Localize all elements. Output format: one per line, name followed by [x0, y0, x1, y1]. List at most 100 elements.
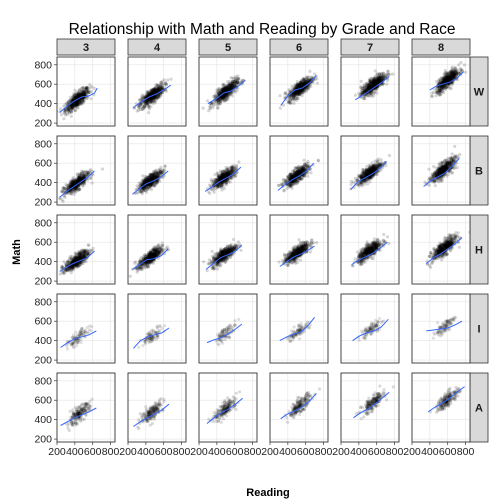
data-point — [220, 88, 224, 92]
data-point — [90, 181, 94, 185]
data-point — [219, 88, 223, 92]
data-point — [287, 98, 291, 102]
data-point — [217, 103, 221, 107]
data-point — [231, 79, 235, 83]
data-point — [216, 98, 220, 102]
data-point — [438, 85, 442, 89]
data-point — [67, 191, 71, 196]
data-point — [443, 68, 447, 73]
data-point — [150, 178, 154, 182]
data-point — [84, 86, 89, 90]
x-tick-label: 400 — [208, 446, 226, 458]
data-point — [377, 77, 381, 81]
data-point — [70, 183, 74, 188]
data-point — [373, 82, 377, 86]
data-point — [65, 101, 69, 105]
data-point — [447, 75, 451, 79]
data-point — [451, 71, 455, 75]
data-point — [455, 72, 459, 76]
data-point — [143, 104, 147, 108]
data-point — [143, 104, 147, 108]
data-point — [75, 103, 79, 107]
data-point — [302, 82, 306, 86]
data-point — [302, 79, 306, 84]
data-point — [374, 82, 378, 86]
data-point — [304, 85, 309, 90]
data-point — [149, 91, 153, 95]
data-point — [217, 92, 222, 96]
data-point — [158, 85, 162, 89]
data-point — [444, 86, 448, 90]
data-point — [294, 91, 298, 95]
data-point — [76, 101, 80, 105]
data-point — [443, 74, 447, 78]
data-point — [220, 87, 224, 91]
data-point — [72, 95, 76, 99]
data-point — [298, 89, 302, 93]
data-point — [233, 78, 237, 82]
data-point — [226, 88, 230, 92]
data-point — [81, 92, 85, 96]
data-point — [231, 79, 235, 83]
data-point — [155, 88, 160, 92]
data-point — [378, 78, 382, 82]
data-point — [305, 88, 309, 92]
data-point — [298, 81, 302, 85]
data-point — [146, 104, 151, 108]
data-point — [301, 89, 305, 93]
data-point — [437, 81, 442, 85]
data-point — [148, 99, 152, 103]
data-point — [77, 178, 81, 182]
data-point — [299, 82, 303, 86]
data-point — [82, 91, 86, 95]
data-point — [376, 80, 380, 85]
data-point — [222, 96, 226, 100]
data-point — [377, 80, 381, 84]
data-point — [372, 79, 377, 83]
data-point — [372, 78, 376, 82]
data-point — [156, 86, 160, 91]
data-point — [449, 78, 453, 82]
data-point — [69, 179, 73, 183]
data-point — [216, 99, 220, 103]
data-point — [380, 72, 384, 76]
data-point — [300, 79, 304, 83]
data-point — [443, 79, 447, 84]
data-point — [375, 91, 379, 95]
data-point — [439, 92, 443, 96]
data-point — [151, 95, 155, 99]
data-point — [376, 78, 381, 82]
data-point — [452, 71, 456, 75]
data-point — [299, 85, 303, 89]
data-point — [294, 91, 298, 95]
data-point — [83, 173, 87, 177]
data-point — [77, 177, 81, 181]
y-tick-label: 200 — [34, 434, 52, 446]
data-point — [434, 79, 438, 84]
data-point — [430, 94, 434, 98]
data-point — [79, 87, 83, 91]
data-point — [362, 85, 367, 89]
data-point — [222, 93, 226, 97]
data-point — [299, 89, 303, 93]
data-point — [376, 80, 380, 84]
data-point — [82, 175, 86, 179]
data-point — [153, 183, 157, 187]
data-point — [66, 101, 70, 105]
data-point — [74, 178, 78, 182]
data-point — [374, 79, 378, 83]
data-point — [444, 86, 448, 90]
data-point — [141, 187, 145, 191]
data-point — [147, 91, 151, 95]
y-tick-label: 800 — [34, 138, 52, 150]
data-point — [373, 81, 377, 85]
data-point — [220, 86, 224, 90]
data-point — [82, 96, 86, 100]
data-point — [371, 79, 375, 83]
data-point — [85, 91, 89, 95]
data-point — [73, 103, 77, 107]
data-point — [360, 86, 364, 90]
data-point — [148, 98, 152, 103]
data-point — [154, 169, 158, 173]
data-point — [456, 71, 460, 75]
